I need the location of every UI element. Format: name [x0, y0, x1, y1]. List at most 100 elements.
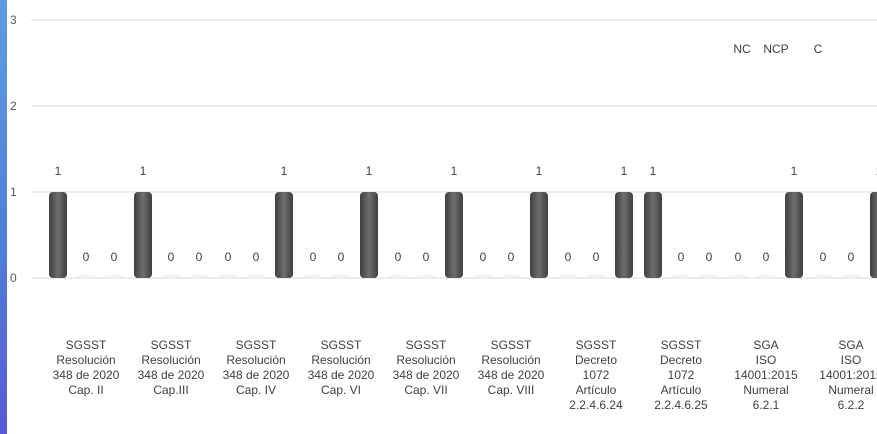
x-tick-label-line: SGSST — [235, 338, 277, 352]
x-tick-label-line: ISO — [755, 353, 777, 367]
x-tick-label-line: Artículo — [575, 383, 617, 397]
x-tick-label-line: Resolución — [311, 353, 371, 367]
data-label: 1 — [876, 164, 877, 178]
x-tick-label-line: SGSST — [405, 338, 447, 352]
x-tick-label-line: Resolución — [226, 353, 286, 367]
data-label: 1 — [451, 164, 458, 178]
x-tick-label: SGSST Decreto 1072 Artículo 2.2.4.6.25 — [639, 338, 723, 413]
bar-c — [700, 275, 718, 278]
data-label: 1 — [281, 164, 288, 178]
x-tick-label-line: Resolución — [481, 353, 541, 367]
bar-ncp — [77, 275, 95, 278]
x-tick-label-line: Decreto — [659, 353, 703, 367]
bar-nc — [304, 275, 322, 278]
data-label: 0 — [310, 250, 317, 264]
data-label: 0 — [706, 250, 713, 264]
data-label: 0 — [565, 250, 572, 264]
data-label: 1 — [366, 164, 373, 178]
y-tick-label: 2 — [10, 99, 17, 113]
x-tick-label: SGSST Resolución 348 de 2020 Cap. VII — [384, 338, 468, 398]
x-tick-label-line: SGSST — [575, 338, 617, 352]
x-tick-label-line: Resolución — [141, 353, 201, 367]
x-tick-label-line: Cap.III — [153, 383, 189, 397]
bar-nc — [49, 192, 67, 278]
legend: NC NCP C — [733, 42, 822, 56]
x-tick-label: SGSST Decreto 1072 Artículo 2.2.4.6.24 — [554, 338, 638, 413]
x-tick-label: SGSST Resolución 348 de 2020 Cap.III — [129, 338, 213, 398]
x-tick-label-line: Cap. VI — [320, 383, 362, 397]
x-tick-label-line: Artículo — [660, 383, 702, 397]
data-label: 0 — [593, 250, 600, 264]
y-tick-label: 0 — [10, 271, 17, 285]
left-accent-strip — [0, 0, 7, 434]
data-label: 0 — [423, 250, 430, 264]
x-tick-label-line: 14001:2015 — [734, 368, 798, 382]
bar-nc — [644, 192, 662, 278]
x-tick-label-line: SGSST — [660, 338, 702, 352]
x-tick-label-line: 1072 — [582, 368, 610, 382]
y-tick-label: 3 — [10, 13, 17, 27]
bar-ncp — [162, 275, 180, 278]
x-tick-label-line: Cap. VII — [404, 383, 448, 397]
bar-nc — [219, 275, 237, 278]
bar-nc — [474, 275, 492, 278]
x-tick-label-line: 348 de 2020 — [307, 368, 375, 382]
x-tick-label: SGSST Resolución 348 de 2020 Cap. VIII — [469, 338, 553, 398]
data-label: 1 — [650, 164, 657, 178]
x-tick-label-line: 2.2.4.6.24 — [569, 398, 623, 412]
data-label: 0 — [338, 250, 345, 264]
x-tick-label-line: 348 de 2020 — [392, 368, 460, 382]
data-label: 1 — [140, 164, 147, 178]
data-label: 1 — [791, 164, 798, 178]
data-label: 1 — [536, 164, 543, 178]
data-label: 0 — [111, 250, 118, 264]
bar-ncp — [842, 275, 860, 278]
x-tick-label-line: 348 de 2020 — [137, 368, 205, 382]
bar-c — [275, 192, 293, 278]
bar-ncp — [332, 275, 350, 278]
data-label: 0 — [763, 250, 770, 264]
data-label: 0 — [820, 250, 827, 264]
x-tick-label: SGSST Resolución 348 de 2020 Cap. IV — [214, 338, 298, 398]
bar-c — [870, 192, 877, 278]
data-labels: 1 0 0 1 0 0 0 0 1 0 0 1 0 0 1 0 0 1 0 0 1 1 0 0 0 0 1 0 0 1 — [55, 164, 877, 264]
x-tick-label-line: Cap. IV — [235, 383, 277, 397]
data-label: 0 — [395, 250, 402, 264]
x-tick-label: SGSST Resolución 348 de 2020 Cap. VI — [299, 338, 383, 398]
y-axis-ticks: 0 1 2 3 — [10, 13, 17, 285]
bar-ncp — [587, 275, 605, 278]
x-tick-label-line: Resolución — [396, 353, 456, 367]
x-tick-label-line: SGA — [838, 338, 864, 352]
x-tick-label-line: SGSST — [150, 338, 192, 352]
y-tick-label: 1 — [10, 185, 17, 199]
x-tick-label-line: 348 de 2020 — [477, 368, 545, 382]
x-tick-label-line: Cap. II — [68, 383, 104, 397]
data-label: 0 — [196, 250, 203, 264]
x-tick-label-line: SGA — [753, 338, 779, 352]
x-tick-label-line: Decreto — [574, 353, 618, 367]
legend-entry-c: C — [814, 42, 823, 56]
data-label: 0 — [83, 250, 90, 264]
legend-entry-nc: NC — [733, 42, 751, 56]
bar-nc — [559, 275, 577, 278]
x-tick-label-line: 2.2.4.6.25 — [654, 398, 708, 412]
bar-nc — [814, 275, 832, 278]
x-tick-label-line: Numeral — [743, 383, 789, 397]
bar-ncp — [502, 275, 520, 278]
data-label: 0 — [253, 250, 260, 264]
x-tick-label-line: SGSST — [65, 338, 107, 352]
bar-c — [360, 192, 378, 278]
x-tick-label-line: 6.2.2 — [837, 398, 865, 412]
x-tick-label: SGA ISO 14001:2015 Numeral 6.2.2 — [809, 338, 877, 413]
data-label: 0 — [678, 250, 685, 264]
bar-c — [445, 192, 463, 278]
bar-c — [785, 192, 803, 278]
data-label: 0 — [168, 250, 175, 264]
bar-ncp — [247, 275, 265, 278]
x-tick-label-line: SGSST — [320, 338, 362, 352]
x-tick-label: SGA ISO 14001:2015 Numeral 6.2.1 — [724, 338, 808, 413]
data-label: 1 — [55, 164, 62, 178]
bar-c — [190, 275, 208, 278]
x-tick-label-line: ISO — [840, 353, 862, 367]
